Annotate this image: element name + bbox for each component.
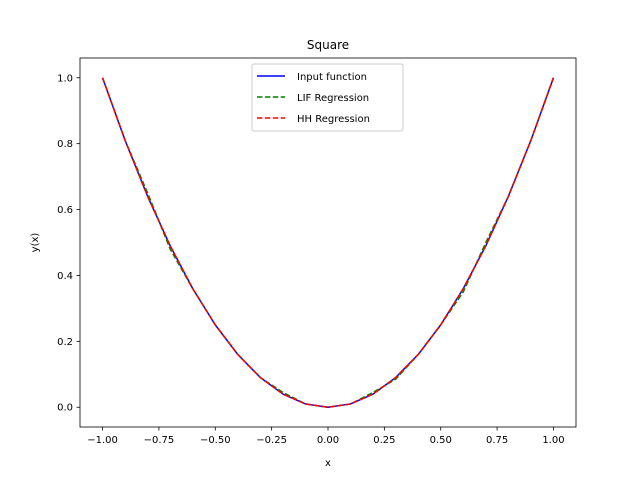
y-tick-label: 0.2 bbox=[57, 337, 73, 348]
chart-title: Square bbox=[307, 38, 349, 52]
x-tick-label: 1.00 bbox=[542, 435, 564, 446]
x-tick-label: −1.00 bbox=[87, 435, 118, 446]
x-tick-label: 0.00 bbox=[317, 435, 339, 446]
x-tick-label: −0.50 bbox=[200, 435, 231, 446]
y-axis: 0.0 0.2 0.4 0.6 0.8 1.0 bbox=[57, 73, 80, 414]
x-tick-label: −0.25 bbox=[256, 435, 287, 446]
x-tick-label: 0.25 bbox=[373, 435, 395, 446]
y-tick-label: 0.6 bbox=[57, 205, 73, 216]
legend-box bbox=[251, 63, 404, 132]
y-axis-label: y(x) bbox=[30, 233, 41, 253]
x-axis: −1.00 −0.75 −0.50 −0.25 0.00 0.25 0.50 0.75 1.00 bbox=[87, 427, 565, 446]
series-line-lif-regression bbox=[101, 77, 555, 408]
y-tick-label: 0.0 bbox=[57, 403, 73, 414]
x-axis-label: x bbox=[325, 458, 331, 469]
x-tick-label: 0.50 bbox=[430, 435, 452, 446]
legend-label: Input function bbox=[297, 72, 367, 83]
y-tick-label: 0.4 bbox=[57, 271, 73, 282]
legend-label: HH Regression bbox=[297, 114, 370, 125]
legend: Input function LIF Regression HH Regressio… bbox=[251, 63, 404, 132]
y-tick-label: 0.8 bbox=[57, 139, 73, 150]
y-tick-label: 1.0 bbox=[57, 73, 73, 84]
x-tick-label: −0.75 bbox=[144, 435, 175, 446]
plot-area bbox=[101, 77, 555, 408]
x-tick-label: 0.75 bbox=[486, 435, 508, 446]
legend-label: LIF Regression bbox=[297, 93, 369, 104]
series-line-hh-regression bbox=[101, 77, 555, 408]
